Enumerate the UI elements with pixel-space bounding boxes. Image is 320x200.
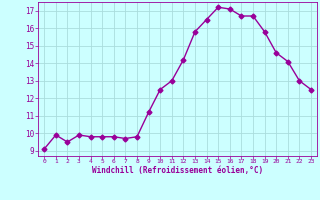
X-axis label: Windchill (Refroidissement éolien,°C): Windchill (Refroidissement éolien,°C): [92, 166, 263, 175]
